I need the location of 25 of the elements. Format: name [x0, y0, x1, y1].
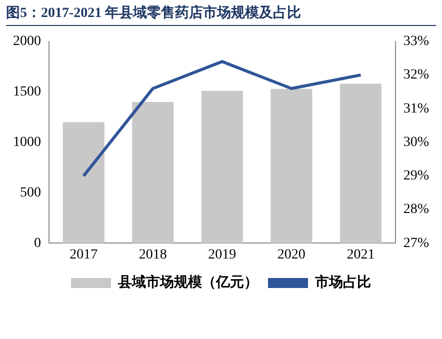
chart-title: 图5：2017-2021 年县域零售药店市场规模及占比 [6, 4, 436, 26]
y2-tick-label: 28% [403, 202, 430, 218]
x-tick-label: 2020 [277, 247, 306, 262]
bar [201, 90, 243, 244]
bar [340, 84, 382, 244]
x-tick-label: 2018 [138, 247, 167, 262]
y-tick-label: 500 [20, 185, 41, 200]
bar [62, 122, 104, 244]
x-tick-label: 2019 [208, 247, 236, 262]
legend-label: 县域市场规模（亿元） [117, 274, 258, 291]
y-tick-label: 0 [34, 236, 41, 251]
x-tick-label: 2017 [70, 247, 98, 262]
y2-tick-label: 27% [403, 236, 430, 251]
y2-tick-label: 33% [403, 34, 430, 50]
bar [132, 102, 174, 244]
y-tick-label: 1500 [13, 84, 41, 100]
y2-tick-label: 29% [403, 168, 430, 184]
y-tick-label: 2000 [13, 34, 41, 50]
y2-tick-label: 31% [403, 101, 430, 116]
y2-tick-label: 30% [403, 134, 430, 150]
y2-tick-label: 32% [403, 68, 430, 83]
bar [270, 88, 312, 244]
legend-label: 市场占比 [314, 274, 371, 291]
x-tick-label: 2021 [346, 247, 375, 262]
y-tick-label: 1000 [13, 134, 41, 150]
